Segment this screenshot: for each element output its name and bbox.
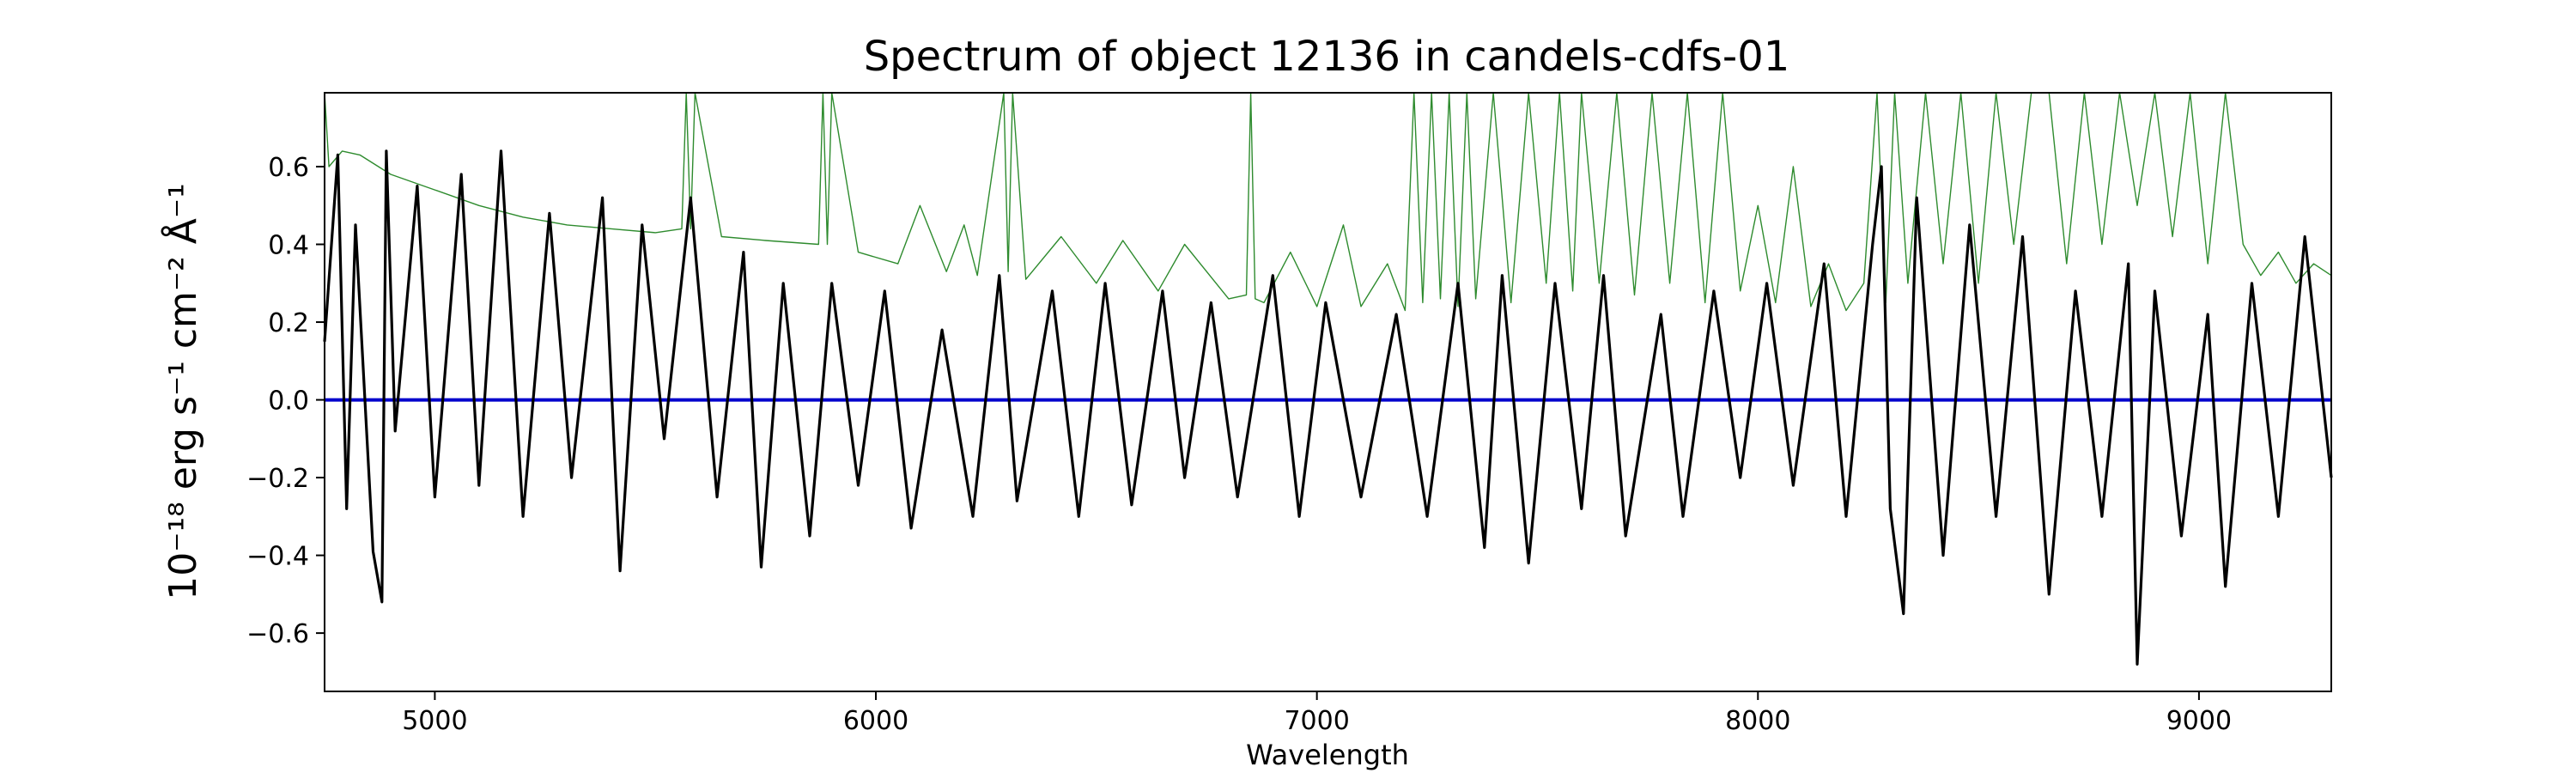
model-series-line xyxy=(324,92,2332,312)
y-axis-label: 10⁻¹⁸ erg s⁻¹ cm⁻² Å⁻¹ xyxy=(160,183,205,600)
chart-title: Spectrum of object 12136 in candels-cdfs… xyxy=(864,33,1790,81)
axes-frame xyxy=(324,92,2332,692)
y-tick-label: 0.2 xyxy=(268,308,309,338)
x-tick-label: 8000 xyxy=(1725,706,1790,736)
y-tick-label: −0.6 xyxy=(246,619,309,649)
x-tick-label: 9000 xyxy=(2166,706,2232,736)
flux-series-line xyxy=(323,149,2333,666)
x-axis-label: Wavelength xyxy=(1246,739,1409,771)
x-tick-label: 5000 xyxy=(402,706,467,736)
y-tick-label: −0.2 xyxy=(246,464,309,494)
x-tick-label: 7000 xyxy=(1284,706,1349,736)
y-tick-label: 0.6 xyxy=(268,153,309,183)
y-tick-label: 0.0 xyxy=(268,386,309,417)
x-axis: 5000 6000 7000 8000 9000 xyxy=(402,691,2232,736)
plot-area xyxy=(323,92,2333,666)
y-axis: −0.6 −0.4 −0.2 0.0 0.2 0.4 0.6 xyxy=(246,153,325,649)
x-tick-label: 6000 xyxy=(843,706,908,736)
y-tick-label: 0.4 xyxy=(268,231,309,261)
y-tick-label: −0.4 xyxy=(246,542,309,572)
